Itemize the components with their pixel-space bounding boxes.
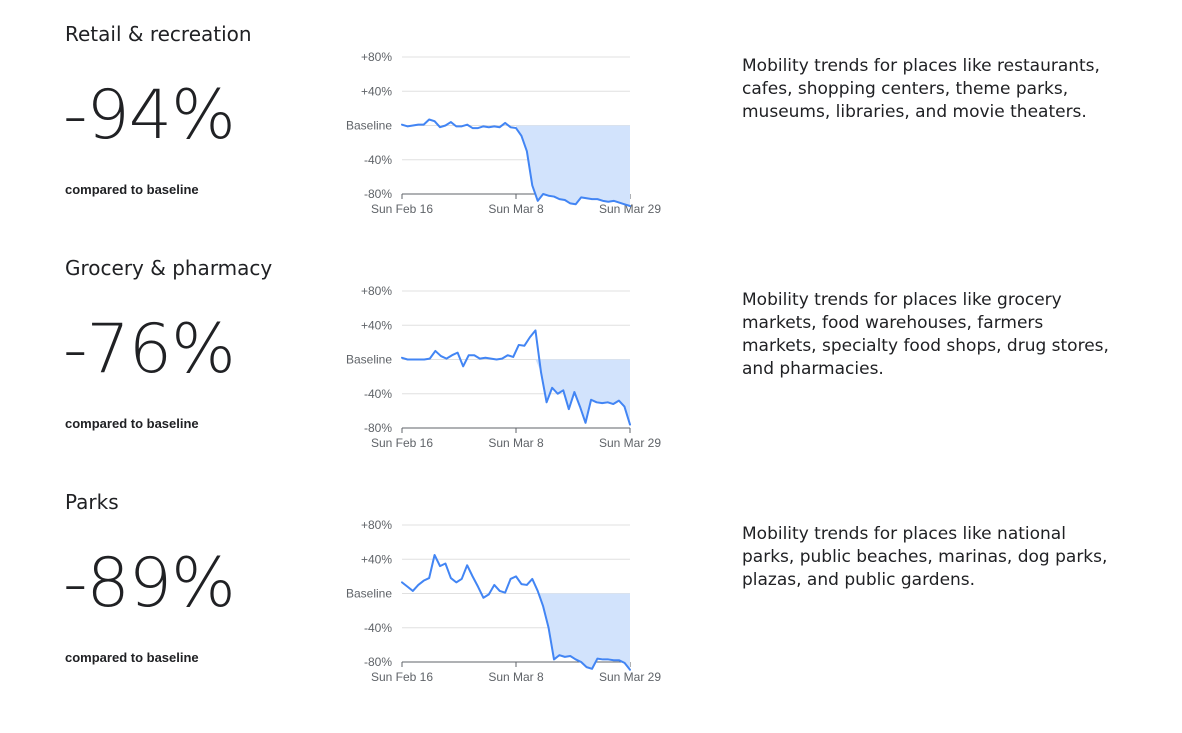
trend-chart: +80% +40% Baseline -40% -80%Sun Feb 16 Sun Ma… — [346, 50, 661, 216]
y-tick-label: -80% — [364, 187, 392, 201]
y-tick-label: Baseline — [346, 353, 392, 367]
y-tick-label: +40% — [361, 318, 392, 332]
compared-label: compared to baseline — [65, 182, 199, 197]
y-tick-label: -40% — [364, 153, 392, 167]
compared-label: compared to baseline — [65, 650, 199, 665]
y-tick-label: +80% — [361, 518, 392, 532]
x-tick-label: Sun Mar 8 — [488, 670, 544, 684]
below-baseline-area — [516, 125, 630, 206]
category-title: Grocery & pharmacy — [65, 256, 273, 280]
section-grocery-pharmacy: Grocery & pharmacy -76% compared to base… — [0, 234, 1182, 468]
percent-change: -94% — [63, 76, 236, 155]
category-title: Retail & recreation — [65, 22, 252, 46]
y-tick-label: +40% — [361, 84, 392, 98]
y-tick-label: -40% — [364, 387, 392, 401]
trend-line — [401, 329, 631, 426]
section-parks: Parks -89% compared to baseline +80% +40%… — [0, 468, 1182, 702]
percent-change: -89% — [63, 544, 236, 623]
y-tick-label: Baseline — [346, 119, 392, 133]
category-description: Mobility trends for places like national… — [742, 524, 1108, 590]
section-retail-recreation: Retail & recreation -94% compared to bas… — [0, 0, 1182, 234]
y-tick-label: -80% — [364, 655, 392, 669]
y-tick-label: -40% — [364, 621, 392, 635]
category-title: Parks — [65, 490, 119, 514]
x-tick-label: Sun Mar 8 — [488, 436, 544, 450]
below-baseline-area — [537, 593, 630, 670]
x-tick-label: Sun Feb 16 — [371, 670, 433, 684]
x-tick-label: Sun Mar 29 — [599, 202, 661, 216]
x-tick-label: Sun Feb 16 — [371, 436, 433, 450]
below-baseline-area — [535, 359, 630, 425]
y-tick-label: +80% — [361, 284, 392, 298]
trend-chart: +80% +40% Baseline -40% -80%Sun Feb 16 Sun Ma… — [346, 284, 661, 450]
trend-line — [401, 553, 631, 671]
percent-change: -76% — [63, 310, 236, 389]
trend-chart: +80% +40% Baseline -40% -80%Sun Feb 16 Sun Ma… — [346, 518, 661, 684]
category-description: Mobility trends for places like grocery … — [742, 290, 1109, 379]
trend-line — [401, 118, 631, 207]
x-tick-label: Sun Mar 8 — [488, 202, 544, 216]
compared-label: compared to baseline — [65, 416, 199, 431]
y-tick-label: +40% — [361, 552, 392, 566]
y-tick-label: Baseline — [346, 587, 392, 601]
category-description: Mobility trends for places like restaura… — [742, 56, 1100, 122]
y-tick-label: +80% — [361, 50, 392, 64]
x-tick-label: Sun Mar 29 — [599, 436, 661, 450]
x-tick-label: Sun Feb 16 — [371, 202, 433, 216]
x-tick-label: Sun Mar 29 — [599, 670, 661, 684]
y-tick-label: -80% — [364, 421, 392, 435]
